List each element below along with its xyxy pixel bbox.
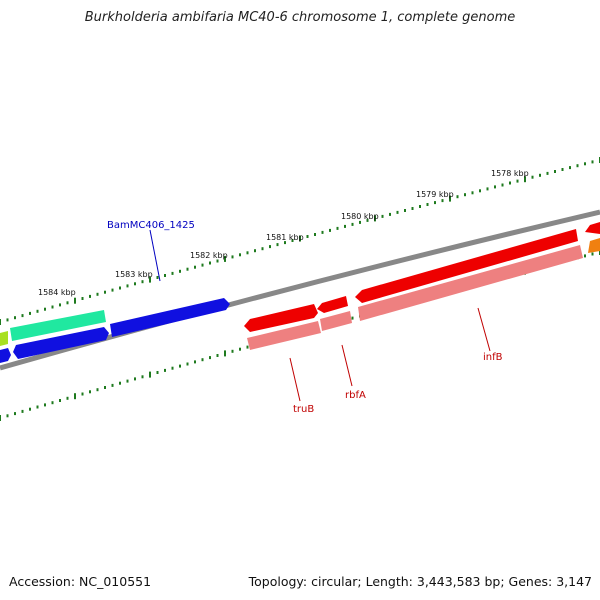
leader-bam <box>149 229 161 282</box>
gene-red-fwd-3[interactable] <box>355 229 578 303</box>
map-title: Burkholderia ambifaria MC40-6 chromosome… <box>84 10 516 25</box>
gene-label-infb: infB <box>483 352 503 363</box>
gene-label-bam: BamMC406_1425 <box>107 220 195 231</box>
leader-trub <box>289 357 301 402</box>
gene-blue-rev[interactable] <box>13 327 109 359</box>
leader-rbfa <box>341 344 353 387</box>
gene-teal[interactable] <box>10 310 106 341</box>
gene-label-rbfa: rbfA <box>345 390 366 401</box>
topology-text: Topology: circular; Length: 3,443,583 bp… <box>248 574 592 589</box>
scale-label-1582: 1582 kbp <box>190 251 228 260</box>
scale-label-1578: 1578 kbp <box>491 169 529 178</box>
scale-label-1584: 1584 kbp <box>38 288 76 297</box>
outer-tick-ring <box>0 157 600 325</box>
scale-label-1579: 1579 kbp <box>416 190 454 199</box>
gene-infB[interactable] <box>358 245 583 321</box>
scale-label-1583: 1583 kbp <box>115 270 153 279</box>
gene-truB[interactable] <box>247 321 321 350</box>
gene-red-fwd-2[interactable] <box>317 296 348 313</box>
leader-infb <box>477 307 491 352</box>
gene-red-partial[interactable] <box>585 222 600 234</box>
gene-label-trub: truB <box>293 404 314 415</box>
accession-text: Accession: NC_010551 <box>9 574 152 589</box>
gene-red-fwd-1[interactable] <box>244 304 318 332</box>
gene-blue-rev-partial[interactable] <box>0 348 11 363</box>
gene-orange-partial[interactable] <box>588 238 600 253</box>
scale-label-1580: 1580 kbp <box>341 212 379 221</box>
gene-rbfA[interactable] <box>320 311 352 331</box>
gene-BamMC406_1425[interactable] <box>110 298 230 337</box>
scale-label-1581: 1581 kbp <box>266 233 304 242</box>
gene-lime-partial[interactable] <box>0 331 8 346</box>
